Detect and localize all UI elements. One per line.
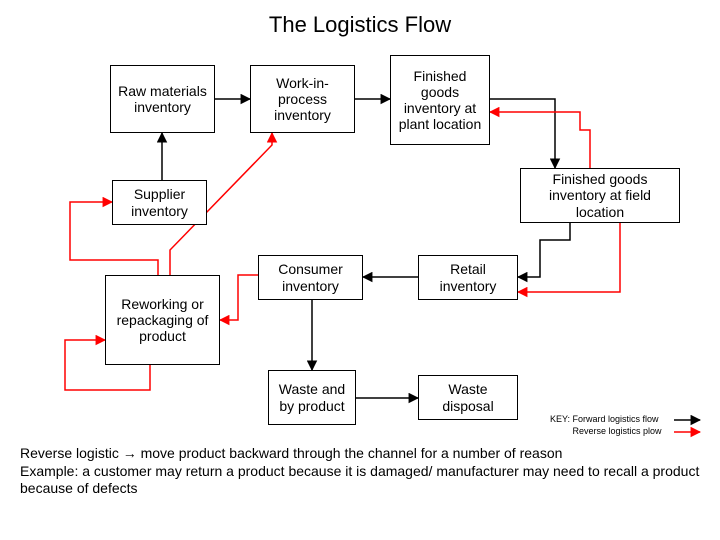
footer-text: Reverse logistic → move product backward… bbox=[20, 445, 700, 498]
edge-reverse-14 bbox=[518, 223, 620, 292]
legend: KEY: Forward logistics flow KEY: Reverse… bbox=[550, 414, 662, 437]
edge-reverse-9 bbox=[220, 275, 258, 320]
edge-forward-4 bbox=[518, 223, 570, 277]
legend-forward-label: KEY: Forward logistics flow bbox=[550, 414, 659, 424]
node-raw: Raw materials inventory bbox=[110, 65, 215, 133]
legend-reverse-label: Reverse logistics plow bbox=[573, 426, 662, 436]
node-fg_field: Finished goods inventory at field locati… bbox=[520, 168, 680, 223]
node-consumer: Consumer inventory bbox=[258, 255, 363, 300]
footer-line2: Example: a customer may return a product… bbox=[20, 463, 699, 497]
node-wip: Work-in-process inventory bbox=[250, 65, 355, 133]
node-fg_plant: Finished goods inventory at plant locati… bbox=[390, 55, 490, 145]
edge-forward-2 bbox=[490, 99, 555, 168]
node-rework: Reworking or repackaging of product bbox=[105, 275, 220, 365]
node-retail: Retail inventory bbox=[418, 255, 518, 300]
footer-line1: Reverse logistic → move product backward… bbox=[20, 445, 562, 461]
node-disposal: Waste disposal bbox=[418, 375, 518, 420]
edge-reverse-13 bbox=[490, 112, 590, 168]
node-waste_by: Waste and by product bbox=[268, 370, 356, 425]
node-supplier: Supplier inventory bbox=[112, 180, 207, 225]
logistics-flow-diagram: The Logistics Flow Raw materials invento… bbox=[0, 0, 720, 540]
